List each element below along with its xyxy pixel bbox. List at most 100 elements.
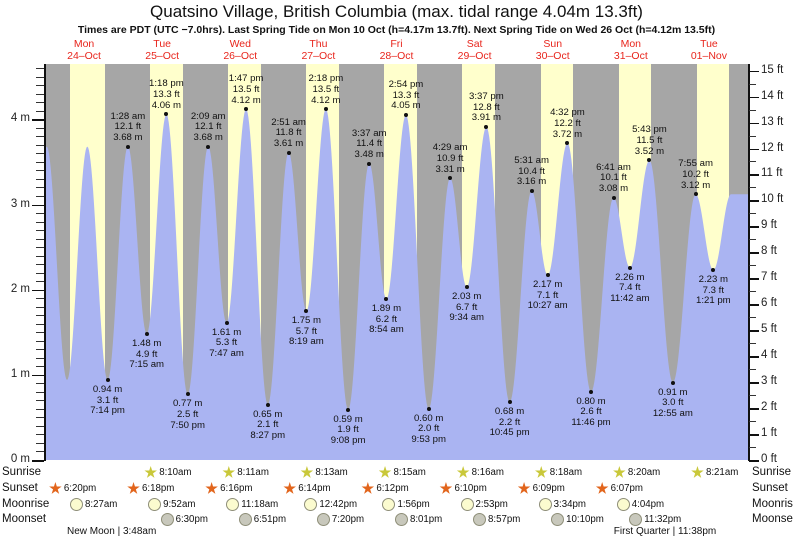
left-axis-tick (36, 178, 44, 180)
left-axis-tick (36, 76, 44, 78)
moonset-circle-icon (629, 513, 643, 526)
right-axis-tick (749, 96, 759, 99)
tide-point-low-4 (185, 392, 190, 397)
sunrise-star-icon (144, 466, 157, 478)
day-date: 29–Oct (457, 50, 492, 62)
sunrise-star-icon (691, 466, 704, 478)
moonset-time: 8:01pm (409, 514, 443, 525)
tide-label-line: 2.2 ft (498, 416, 521, 428)
tide-label-line: 1.48 m (132, 337, 162, 349)
left-axis-tick (32, 460, 44, 462)
tide-curve (45, 109, 748, 460)
sunrise-event-3: 8:13am (300, 466, 348, 479)
tide-label-low-26: 2.26 m 7.4 ft 11:42 am (610, 271, 649, 305)
left-axis-tick (36, 323, 44, 325)
tide-label-line: 4.12 m (311, 94, 341, 106)
day-header-wed-2: Wed 26–Oct (201, 38, 279, 62)
right-axis-label-4: 4 ft (761, 349, 777, 362)
day-header-sat-5: Sat 29–Oct (436, 38, 514, 62)
tide-label-line: 1.9 ft (337, 424, 359, 436)
left-axis-tick (36, 196, 44, 197)
right-axis-label-11: 11 ft (761, 167, 783, 180)
tide-label-line: 7:47 am (209, 348, 244, 360)
right-axis-tick (749, 278, 759, 280)
right-axis-tick (749, 343, 756, 345)
tide-label-line: 2.26 m (615, 271, 645, 283)
day-header-sun-6: Sun 30–Oct (514, 38, 592, 62)
tide-point-high-1 (125, 144, 130, 149)
sunset-event-5: 6:10pm (439, 482, 487, 495)
tide-label-high-5: 2:09 am 12.1 ft 3.68 m (191, 111, 226, 144)
moonset-circle-icon (160, 513, 174, 526)
left-axis-tick (36, 340, 44, 342)
sunset-time: 6:18pm (142, 483, 175, 494)
left-axis-tick (36, 357, 44, 359)
left-axis-tick (36, 434, 44, 436)
tide-label-line: 3.72 m (552, 128, 583, 140)
tide-label-line: 4.05 m (391, 100, 421, 112)
page-title: Quatsino Village, British Columbia (max.… (150, 2, 643, 21)
tide-label-line: 7:14 pm (90, 405, 125, 417)
tide-label-line: 3.52 m (634, 145, 665, 157)
tide-label-line: 0.65 m (253, 408, 283, 420)
tide-label-low-18: 2.03 m 6.7 ft 9:34 am (449, 292, 484, 324)
tide-label-line: 0.77 m (172, 398, 203, 410)
left-axis-tick (36, 315, 44, 317)
right-axis-label-2: 2 ft (761, 401, 777, 414)
day-weekday: Wed (229, 38, 251, 50)
tide-label-line: 12.1 ft (194, 121, 222, 133)
right-axis-tick (749, 382, 759, 384)
sunset-time: 6:16pm (220, 483, 253, 494)
left-axis-tick (32, 204, 44, 207)
tide-label-high-23: 4:32 pm 12.2 ft 3.72 m (550, 108, 585, 140)
left-axis-tick (36, 417, 44, 419)
tide-point-high-23 (565, 141, 570, 146)
tide-label-high-27: 5:43 pm 11.5 ft 3.52 m (632, 125, 667, 157)
tide-label-line: 11.4 ft (356, 138, 383, 150)
moonset-event-1: 6:30pm (160, 513, 208, 526)
left-axis-tick (36, 136, 44, 138)
tide-point-low-6 (224, 320, 229, 325)
tide-label-line: 3.08 m (598, 183, 629, 195)
tide-label-high-19: 3:37 pm 12.8 ft 3.91 m (469, 92, 504, 124)
day-weekday: Sun (543, 38, 563, 50)
right-axis-tick (749, 109, 756, 111)
tide-point-low-14 (384, 297, 389, 302)
left-axis-tick (36, 281, 44, 283)
left-axis-tick (36, 264, 44, 266)
right-axis-label-14: 14 ft (761, 89, 784, 102)
tide-label-line: 13.5 ft (232, 83, 260, 95)
tide-label-line: 8:27 pm (250, 429, 286, 441)
tide-label-line: 1:18 pm (149, 78, 184, 90)
right-axis-tick (749, 122, 759, 125)
tide-label-low-12: 0.59 m 1.9 ft 9:08 pm (330, 413, 366, 447)
sunset-time: 6:09pm (532, 483, 565, 494)
tide-label-line: 2.17 m (532, 279, 563, 291)
left-axis-tick (36, 272, 44, 274)
right-axis-tick (749, 70, 759, 73)
moonrise-circle-icon (616, 498, 630, 511)
tide-label-line: 0.59 m (333, 413, 363, 425)
tide-label-line: 7.4 ft (619, 282, 641, 294)
moonrise-time: 1:56pm (397, 499, 430, 510)
sunrise-event-6: 8:18am (535, 466, 582, 479)
tide-label-high-13: 3:37 am 11.4 ft 3.48 m (352, 128, 387, 161)
right-axis-tick (749, 265, 756, 267)
sunrise-star-icon (300, 466, 314, 478)
tide-point-high-19 (484, 125, 489, 130)
moonrise-time: 11:18am (241, 499, 279, 510)
left-axis-tick (36, 93, 44, 95)
tide-label-low-10: 1.75 m 5.7 ft 8:19 am (289, 315, 324, 348)
tide-label-line: 2.5 ft (176, 409, 199, 421)
sunset-star-icon (439, 482, 453, 494)
tide-label-low-4: 0.77 m 2.5 ft 7:50 pm (170, 399, 205, 431)
moonrise-event-6: 3:34pm (538, 498, 586, 511)
tide-label-line: 12.2 ft (554, 117, 581, 129)
moonrise-circle-icon (226, 498, 240, 511)
tide-label-line: 9:08 pm (330, 434, 366, 446)
tide-label-low-24: 0.80 m 2.6 ft 11:46 pm (571, 396, 611, 429)
row-label-right-sunset: Sunset (752, 482, 788, 494)
tide-label-high-11: 2:18 pm 13.5 ft 4.12 m (309, 74, 344, 106)
tide-label-low-14: 1.89 m 6.2 ft 8:54 am (369, 303, 404, 336)
tide-label-line: 11:46 pm (571, 417, 611, 429)
